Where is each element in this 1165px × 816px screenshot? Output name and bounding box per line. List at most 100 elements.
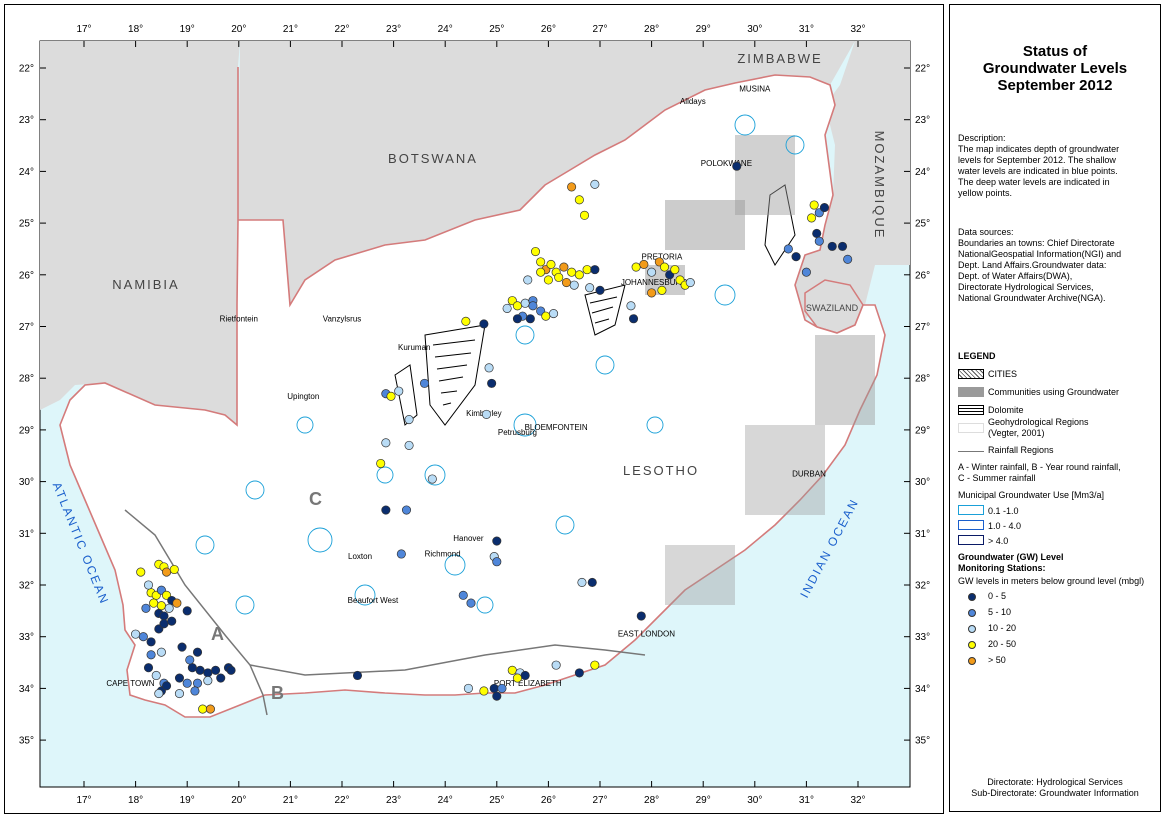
monitoring-station[interactable]	[466, 598, 476, 608]
monitoring-station[interactable]	[484, 363, 494, 373]
monitoring-station[interactable]	[569, 280, 579, 290]
monitoring-station[interactable]	[159, 611, 169, 621]
monitoring-station[interactable]	[182, 606, 192, 616]
monitoring-station[interactable]	[567, 182, 577, 192]
monitoring-station[interactable]	[582, 265, 592, 275]
monitoring-station[interactable]	[520, 670, 530, 681]
monitoring-station[interactable]	[670, 265, 680, 275]
monitoring-station[interactable]	[149, 598, 159, 608]
monitoring-station[interactable]	[164, 603, 174, 613]
monitoring-station[interactable]	[574, 668, 584, 678]
monitoring-station[interactable]	[551, 660, 561, 670]
monitoring-station[interactable]	[203, 668, 213, 678]
monitoring-station[interactable]	[162, 681, 172, 691]
monitoring-station[interactable]	[837, 241, 848, 251]
monitoring-station[interactable]	[404, 415, 414, 425]
monitoring-station[interactable]	[487, 378, 497, 388]
monitoring-station[interactable]	[156, 601, 166, 611]
monitoring-station[interactable]	[489, 683, 499, 693]
monitoring-station[interactable]	[543, 275, 553, 285]
monitoring-station[interactable]	[427, 474, 437, 484]
monitoring-station[interactable]	[574, 270, 584, 280]
monitoring-station[interactable]	[827, 241, 837, 251]
monitoring-station[interactable]	[198, 704, 208, 714]
monitoring-station[interactable]	[162, 567, 172, 577]
monitoring-station[interactable]	[205, 704, 215, 714]
monitoring-station[interactable]	[577, 577, 587, 587]
monitoring-station[interactable]	[420, 378, 430, 388]
monitoring-station[interactable]	[595, 285, 605, 295]
monitoring-station[interactable]	[536, 267, 546, 277]
monitoring-station[interactable]	[151, 670, 161, 681]
monitoring-station[interactable]	[159, 619, 169, 629]
monitoring-station[interactable]	[590, 660, 600, 670]
monitoring-station[interactable]	[154, 689, 164, 699]
monitoring-station[interactable]	[492, 691, 502, 701]
monitoring-station[interactable]	[636, 611, 646, 621]
monitoring-station[interactable]	[530, 246, 541, 257]
monitoring-station[interactable]	[549, 309, 559, 319]
monitoring-station[interactable]	[559, 262, 569, 272]
monitoring-station[interactable]	[631, 262, 641, 272]
monitoring-station[interactable]	[479, 319, 489, 329]
monitoring-station[interactable]	[185, 655, 195, 665]
monitoring-station[interactable]	[172, 598, 182, 608]
monitoring-station[interactable]	[492, 536, 502, 546]
monitoring-station[interactable]	[174, 673, 185, 683]
monitoring-station[interactable]	[211, 665, 221, 675]
monitoring-station[interactable]	[396, 549, 406, 559]
monitoring-station[interactable]	[394, 386, 404, 396]
monitoring-station[interactable]	[525, 314, 535, 324]
monitoring-station[interactable]	[146, 637, 156, 647]
monitoring-station[interactable]	[216, 673, 226, 683]
monitoring-station[interactable]	[461, 316, 471, 326]
monitoring-station[interactable]	[203, 676, 213, 686]
monitoring-station[interactable]	[567, 267, 577, 277]
monitoring-station[interactable]	[814, 236, 824, 246]
monitoring-station[interactable]	[195, 665, 205, 675]
monitoring-station[interactable]	[812, 228, 822, 238]
monitoring-station[interactable]	[843, 254, 853, 264]
monitoring-station[interactable]	[138, 632, 148, 642]
monitoring-station[interactable]	[404, 440, 414, 450]
monitoring-station[interactable]	[136, 567, 146, 577]
monitoring-station[interactable]	[801, 267, 811, 277]
monitoring-station[interactable]	[177, 642, 187, 652]
monitoring-station[interactable]	[381, 505, 391, 515]
monitoring-station[interactable]	[192, 647, 203, 657]
monitoring-station[interactable]	[381, 438, 391, 448]
monitoring-station[interactable]	[187, 663, 197, 673]
monitoring-station[interactable]	[574, 195, 584, 205]
monitoring-station[interactable]	[659, 262, 670, 272]
monitoring-station[interactable]	[585, 283, 595, 293]
monitoring-station[interactable]	[131, 629, 141, 639]
monitoring-station[interactable]	[809, 200, 819, 210]
monitoring-station[interactable]	[536, 257, 546, 267]
monitoring-station[interactable]	[182, 678, 192, 688]
monitoring-station[interactable]	[819, 203, 830, 213]
monitoring-station[interactable]	[174, 689, 185, 699]
monitoring-station[interactable]	[502, 303, 512, 313]
monitoring-station[interactable]	[512, 314, 522, 324]
monitoring-station[interactable]	[386, 391, 396, 401]
monitoring-station[interactable]	[783, 244, 793, 254]
monitoring-station[interactable]	[169, 564, 179, 575]
monitoring-station[interactable]	[143, 663, 154, 673]
monitoring-station[interactable]	[141, 603, 151, 613]
monitoring-station[interactable]	[791, 252, 801, 262]
monitoring-station[interactable]	[167, 616, 177, 626]
monitoring-station[interactable]	[579, 210, 590, 220]
monitoring-station[interactable]	[192, 678, 203, 688]
monitoring-station[interactable]	[512, 301, 522, 311]
monitoring-station[interactable]	[520, 298, 530, 308]
monitoring-station[interactable]	[376, 458, 386, 469]
monitoring-station[interactable]	[639, 259, 649, 270]
monitoring-station[interactable]	[463, 683, 473, 693]
monitoring-station[interactable]	[590, 265, 600, 275]
map-canvas[interactable]: 17° 18° 19° 20° 21° 22° 23° 24° 25° 26° 27° 28° 29° 3…	[5, 5, 943, 813]
monitoring-station[interactable]	[190, 686, 200, 696]
monitoring-station[interactable]	[143, 580, 154, 590]
monitoring-station[interactable]	[528, 301, 538, 311]
monitoring-station[interactable]	[685, 278, 695, 288]
monitoring-station[interactable]	[541, 311, 551, 321]
